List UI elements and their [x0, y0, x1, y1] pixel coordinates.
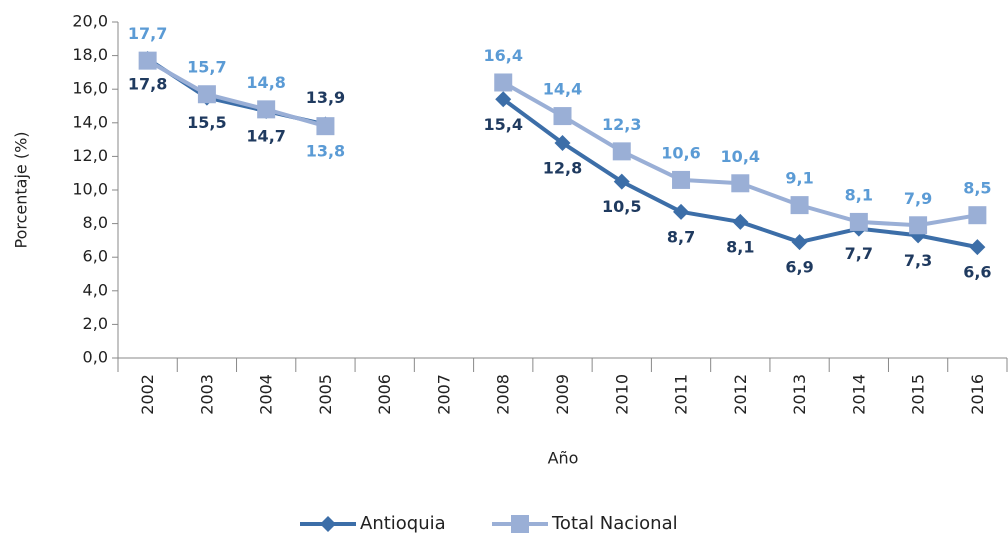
x-tick-label: 2006 [375, 374, 394, 415]
series-marker [494, 73, 513, 92]
series-marker [732, 213, 749, 230]
series-marker [673, 203, 690, 220]
x-tick-label: 2007 [434, 374, 453, 415]
y-tick-label: 0,0 [83, 348, 108, 367]
y-tick-label: 2,0 [83, 314, 108, 333]
x-tick-label: 2011 [672, 374, 691, 415]
data-label: 10,4 [721, 147, 760, 166]
x-tick-label: 2016 [968, 374, 987, 415]
data-label: 13,8 [306, 142, 345, 161]
data-label: 14,4 [543, 80, 582, 99]
data-label: 13,9 [306, 88, 345, 107]
x-tick-label: 2003 [197, 374, 216, 415]
series-marker [197, 85, 216, 104]
data-label: 12,8 [543, 158, 582, 177]
series-marker [968, 206, 987, 225]
data-label: 15,7 [187, 58, 226, 77]
x-tick-label: 2002 [138, 374, 157, 415]
data-label: 8,1 [726, 237, 754, 256]
series-marker [731, 174, 750, 193]
data-label: 8,5 [963, 179, 991, 198]
data-label: 7,7 [845, 244, 873, 263]
data-label: 17,8 [128, 74, 167, 93]
series-marker [613, 173, 630, 190]
data-label: 15,5 [187, 113, 226, 132]
x-tick-label: 2012 [731, 374, 750, 415]
series-marker [554, 134, 571, 151]
data-label: 12,3 [602, 115, 641, 134]
x-tick-label: 2005 [316, 374, 335, 415]
series-marker [316, 117, 335, 136]
data-label: 6,9 [785, 258, 813, 277]
series-marker [969, 239, 986, 256]
y-tick-label: 16,0 [72, 79, 108, 98]
data-label: 15,4 [483, 115, 522, 134]
series-marker [791, 234, 808, 251]
series-marker [849, 212, 868, 231]
series-marker [257, 100, 276, 119]
data-label: 10,5 [602, 197, 641, 216]
data-label: 9,1 [785, 169, 813, 188]
y-tick-label: 12,0 [72, 146, 108, 165]
data-label: 14,7 [246, 127, 285, 146]
x-tick-label: 2014 [849, 374, 868, 415]
y-tick-label: 6,0 [83, 247, 108, 266]
series-marker [612, 142, 631, 161]
data-label: 8,1 [845, 185, 873, 204]
y-tick-label: 14,0 [72, 112, 108, 131]
x-tick-label: 2010 [612, 374, 631, 415]
y-tick-label: 8,0 [83, 213, 108, 232]
y-tick-label: 20,0 [72, 12, 108, 31]
y-tick-label: 10,0 [72, 180, 108, 199]
legend-marker [511, 515, 529, 533]
series-marker [553, 107, 572, 126]
data-label: 7,9 [904, 189, 932, 208]
data-label: 6,6 [963, 263, 991, 282]
data-label: 14,8 [246, 73, 285, 92]
x-tick-label: 2004 [257, 374, 276, 415]
legend-label: Total Nacional [551, 513, 678, 534]
x-axis-title: Año [548, 449, 579, 468]
data-label: 16,4 [483, 46, 522, 65]
data-label: 17,7 [128, 24, 167, 43]
series-marker [672, 170, 691, 189]
series-marker [790, 196, 809, 215]
series-marker [909, 216, 928, 235]
data-label: 8,7 [667, 227, 695, 246]
y-axis-title: Porcentaje (%) [12, 131, 31, 248]
y-tick-label: 4,0 [83, 280, 108, 299]
x-tick-label: 2015 [909, 374, 928, 415]
data-label: 7,3 [904, 251, 932, 270]
x-tick-label: 2008 [494, 374, 513, 415]
x-tick-label: 2013 [790, 374, 809, 415]
series-marker [138, 51, 157, 70]
y-tick-label: 18,0 [72, 45, 108, 64]
x-tick-label: 2009 [553, 374, 572, 415]
legend-label: Antioquia [360, 513, 446, 534]
series-marker [495, 91, 512, 108]
legend-marker [320, 516, 336, 532]
data-label: 10,6 [661, 143, 700, 162]
